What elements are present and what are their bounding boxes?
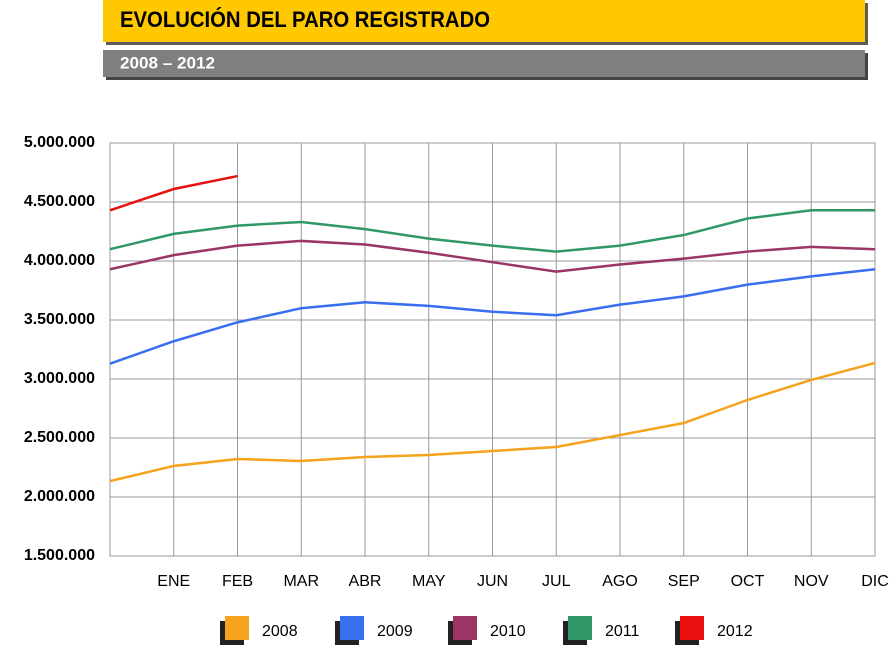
x-tick-label: JUN [477,573,508,590]
y-tick-label: 4.000.000 [24,252,95,269]
y-tick-label: 2.500.000 [24,429,95,446]
y-tick-label: 1.500.000 [24,547,95,564]
y-tick-label: 5.000.000 [24,134,95,151]
x-tick-label: FEB [222,573,253,590]
x-tick-label: AGO [602,573,638,590]
x-tick-label: JUL [542,573,571,590]
legend-label: 2008 [262,623,298,640]
legend-swatch [680,616,704,640]
x-tick-label: NOV [794,573,829,590]
y-tick-label: 4.500.000 [24,193,95,210]
x-tick-label: ENE [157,573,190,590]
title-bar [103,0,865,42]
series-line [109,268,876,365]
x-tick-label: MAY [412,573,446,590]
x-tick-label: SEP [668,573,700,590]
subtitle-bar [103,50,865,77]
legend-swatch [453,616,477,640]
legend-label: 2010 [490,623,526,640]
legend-swatch [225,616,249,640]
y-tick-label: 3.500.000 [24,311,95,328]
x-tick-label: ABR [349,573,382,590]
x-tick-label: MAR [283,573,319,590]
y-tick-label: 3.000.000 [24,370,95,387]
series-line [109,361,876,483]
x-tick-label: DIC [861,573,889,590]
chart-title: EVOLUCIÓN DEL PARO REGISTRADO [120,7,490,32]
x-tick-label: OCT [731,573,765,590]
legend-label: 2012 [717,623,753,640]
legend-label: 2011 [605,623,640,640]
legend-swatch [340,616,364,640]
chart-subtitle: 2008 – 2012 [120,53,215,72]
y-tick-label: 2.000.000 [24,488,95,505]
series-line [109,239,876,273]
legend-label: 2009 [377,623,413,640]
series-line [109,174,238,212]
legend-swatch [568,616,592,640]
series-line [109,209,875,253]
